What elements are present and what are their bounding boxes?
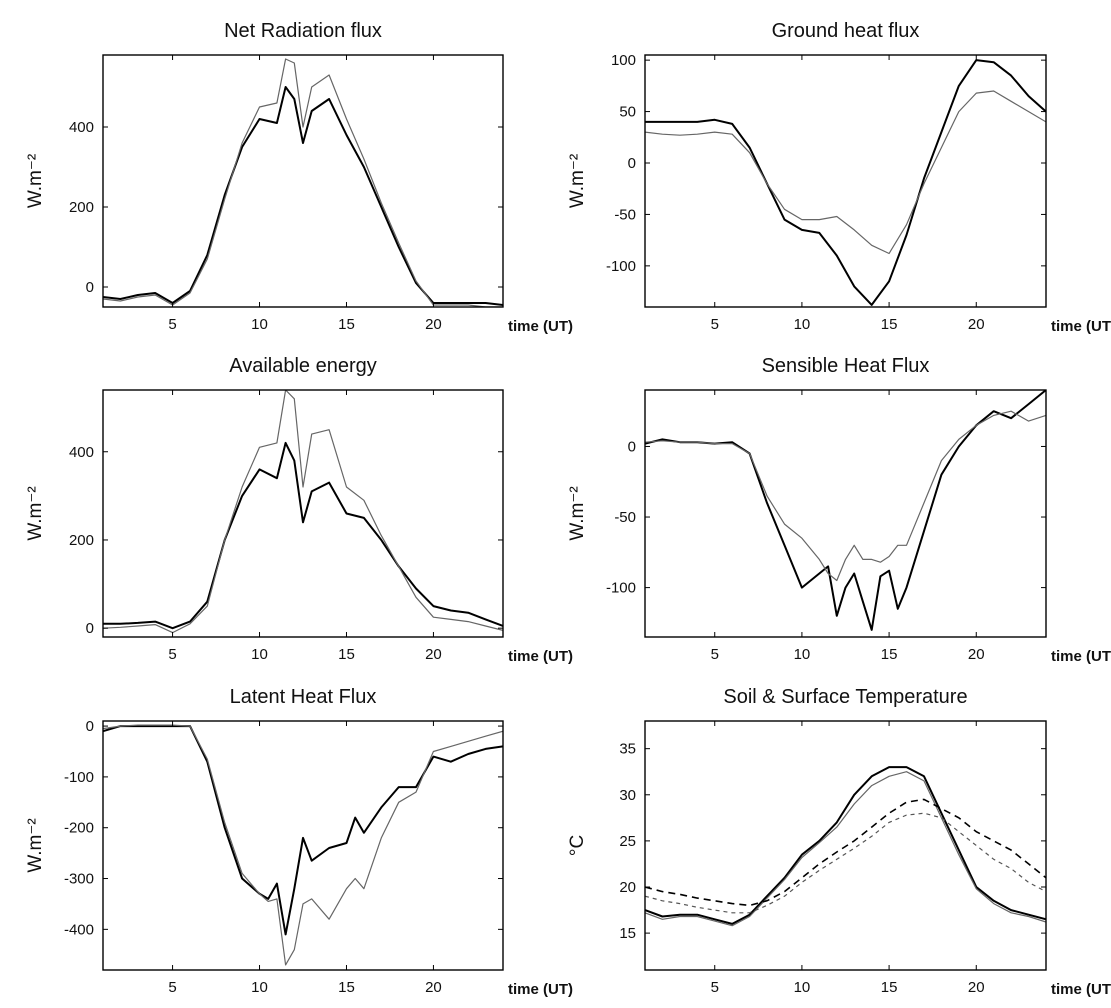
y-axis-label: W.m⁻²	[25, 818, 46, 872]
chart-title: Latent Heat Flux	[230, 686, 377, 708]
y-tick-label: 200	[69, 199, 94, 216]
plot-frame	[644, 720, 1047, 971]
x-tick-label: 20	[425, 316, 442, 333]
series-line-dark	[103, 86, 503, 306]
x-axis-label: time (UT)	[508, 981, 573, 998]
series-line-light	[645, 771, 1046, 927]
plot-frame	[102, 54, 504, 308]
y-tick-label: -100	[606, 258, 636, 275]
x-tick-label: 10	[251, 979, 268, 996]
plot-frame	[644, 54, 1047, 308]
y-axis-label: W.m⁻²	[25, 154, 46, 208]
y-tick-label: 0	[86, 279, 94, 296]
x-tick-label: 5	[168, 316, 176, 333]
x-tick-label: 15	[881, 646, 898, 663]
y-axis-label: W.m⁻²	[25, 486, 46, 540]
series-line-light	[103, 724, 503, 966]
chart-title: Ground heat flux	[772, 20, 920, 42]
y-tick-label: 0	[86, 718, 94, 735]
y-axis-label: °C	[567, 835, 588, 856]
y-tick-label: -100	[64, 769, 94, 786]
y-tick-label: -100	[606, 580, 636, 597]
x-tick-label: 10	[251, 316, 268, 333]
y-tick-label: 50	[619, 104, 636, 121]
series-line-dark	[645, 390, 1046, 631]
y-tick-label: -200	[64, 820, 94, 837]
y-axis-label: W.m⁻²	[567, 154, 588, 208]
series-line-light	[103, 58, 503, 307]
x-tick-label: 10	[251, 646, 268, 663]
x-axis-label: time (UT)	[1051, 648, 1111, 665]
x-tick-label: 20	[968, 316, 985, 333]
chart-title: Soil & Surface Temperature	[723, 686, 967, 708]
series-line-light	[645, 410, 1046, 582]
series-line-dark	[645, 766, 1046, 925]
x-tick-label: 5	[168, 646, 176, 663]
x-tick-label: 20	[968, 646, 985, 663]
x-tick-label: 15	[338, 979, 355, 996]
y-tick-label: 0	[628, 155, 636, 172]
x-tick-label: 10	[794, 316, 811, 333]
x-tick-label: 20	[968, 979, 985, 996]
x-tick-label: 5	[711, 316, 719, 333]
y-tick-label: 30	[619, 787, 636, 804]
series-line-light	[103, 390, 503, 634]
y-tick-label: -400	[64, 921, 94, 938]
y-tick-label: 200	[69, 532, 94, 549]
x-tick-label: 15	[338, 316, 355, 333]
x-axis-label: time (UT)	[1051, 981, 1111, 998]
series-line-light	[645, 90, 1046, 255]
x-tick-label: 15	[338, 646, 355, 663]
x-axis-label: time (UT)	[508, 648, 573, 665]
y-tick-label: 25	[619, 833, 636, 850]
y-tick-label: 35	[619, 741, 636, 758]
series-line-dark	[645, 59, 1046, 306]
x-tick-label: 5	[711, 646, 719, 663]
chart-title: Net Radiation flux	[224, 20, 382, 42]
x-tick-label: 20	[425, 646, 442, 663]
x-tick-label: 10	[794, 646, 811, 663]
x-axis-label: time (UT)	[508, 318, 573, 335]
chart-title: Available energy	[229, 355, 377, 377]
x-tick-label: 15	[881, 979, 898, 996]
series-line-dark	[103, 725, 503, 936]
y-tick-label: -50	[614, 206, 636, 223]
y-tick-label: 0	[628, 438, 636, 455]
y-tick-label: 100	[611, 52, 636, 69]
chart-title: Sensible Heat Flux	[762, 355, 930, 377]
plot-frame	[102, 720, 504, 971]
x-tick-label: 20	[425, 979, 442, 996]
y-tick-label: 400	[69, 119, 94, 136]
y-tick-label: -300	[64, 871, 94, 888]
x-axis-label: time (UT)	[1051, 318, 1111, 335]
series-line-dash-light	[645, 812, 1046, 914]
y-tick-label: 20	[619, 879, 636, 896]
y-tick-label: 400	[69, 444, 94, 461]
y-tick-label: 15	[619, 925, 636, 942]
x-tick-label: 5	[711, 979, 719, 996]
x-tick-label: 5	[168, 979, 176, 996]
series-line-dash-dark	[645, 798, 1046, 907]
y-tick-label: -50	[614, 509, 636, 526]
x-tick-label: 15	[881, 316, 898, 333]
plot-frame	[644, 389, 1047, 638]
plot-frame	[102, 389, 504, 638]
x-tick-label: 10	[794, 979, 811, 996]
y-tick-label: 0	[86, 620, 94, 637]
series-line-dark	[103, 441, 503, 630]
y-axis-label: W.m⁻²	[567, 486, 588, 540]
